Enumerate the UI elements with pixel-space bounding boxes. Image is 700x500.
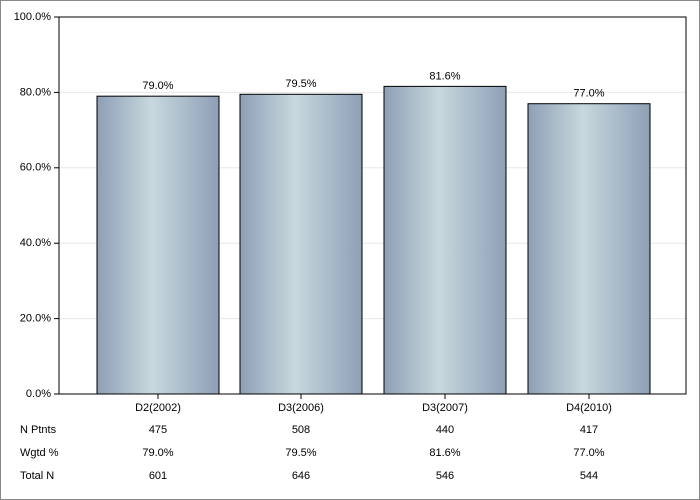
value-label: 81.6% [429, 70, 460, 82]
y-tick-label: 0.0% [26, 388, 51, 400]
table-cell: 440 [436, 424, 454, 436]
x-tick-label: D3(2007) [422, 402, 468, 414]
table-cell: 79.0% [142, 447, 173, 459]
x-tick-label: D2(2002) [135, 402, 181, 414]
y-tick-label: 20.0% [20, 313, 51, 325]
bar [96, 95, 220, 395]
bar [527, 103, 651, 395]
table-cell: 601 [149, 470, 167, 482]
plot-frame [58, 16, 687, 395]
table-row-label: Total N [20, 470, 54, 482]
table-cell: 417 [580, 424, 598, 436]
table-cell: 79.5% [285, 447, 316, 459]
y-tick-label: 80.0% [20, 86, 51, 98]
y-tick-label: 100.0% [14, 11, 52, 23]
table-cell: 546 [436, 470, 454, 482]
x-tick-label: D3(2006) [278, 402, 324, 414]
x-tick-label: D4(2010) [566, 402, 612, 414]
y-tick-label: 60.0% [20, 162, 51, 174]
table-row-label: Wgtd % [20, 447, 59, 459]
table-cell: 475 [149, 424, 167, 436]
table-cell: 77.0% [573, 447, 604, 459]
table-row-label: N Ptnts [20, 424, 57, 436]
table-cell: 646 [292, 470, 310, 482]
value-label: 77.0% [573, 88, 604, 100]
table-cell: 81.6% [429, 447, 460, 459]
table-cell: 544 [580, 470, 598, 482]
bar [383, 85, 507, 395]
table-cell: 508 [292, 424, 310, 436]
bar [239, 93, 363, 395]
y-tick-label: 40.0% [20, 237, 51, 249]
value-label: 79.5% [285, 78, 316, 90]
value-label: 79.0% [142, 80, 173, 92]
